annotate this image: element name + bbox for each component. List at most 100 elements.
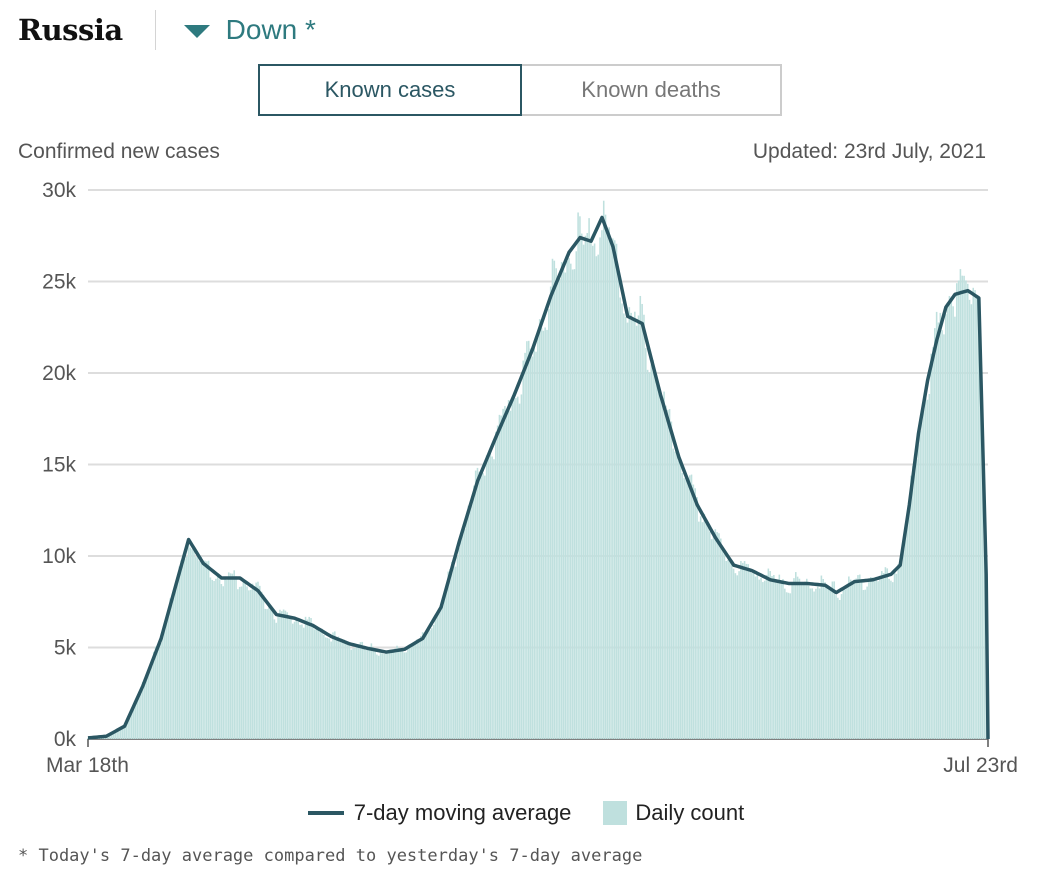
daily-bar bbox=[332, 632, 334, 739]
tab-known-cases[interactable]: Known cases bbox=[258, 64, 522, 116]
daily-bar bbox=[769, 571, 771, 739]
daily-bar bbox=[271, 608, 274, 739]
daily-bar bbox=[132, 707, 135, 739]
daily-bar bbox=[244, 582, 246, 739]
daily-bar bbox=[787, 592, 790, 739]
daily-bar bbox=[908, 499, 910, 739]
daily-bar bbox=[328, 638, 331, 739]
daily-bar bbox=[231, 573, 234, 739]
daily-bar bbox=[149, 667, 151, 739]
daily-bar bbox=[365, 649, 367, 739]
daily-bar bbox=[385, 652, 387, 739]
daily-bar bbox=[701, 522, 704, 739]
daily-bar bbox=[165, 620, 168, 739]
daily-bar bbox=[279, 609, 281, 739]
updated-date: Updated: 23rd July, 2021 bbox=[752, 140, 986, 163]
daily-bar bbox=[586, 233, 589, 739]
daily-bar bbox=[215, 578, 217, 739]
daily-bar bbox=[928, 393, 931, 739]
daily-bar bbox=[286, 612, 289, 739]
daily-bar bbox=[125, 721, 128, 739]
y-tick-label: 10k bbox=[42, 545, 76, 568]
daily-bar bbox=[718, 533, 720, 739]
daily-bar bbox=[919, 431, 921, 739]
daily-bar bbox=[822, 578, 825, 739]
daily-bar bbox=[588, 218, 590, 740]
daily-bar bbox=[319, 632, 321, 739]
daily-bar bbox=[862, 590, 865, 739]
y-tick-label: 15k bbox=[42, 454, 76, 477]
daily-bar bbox=[687, 477, 689, 739]
daily-bar bbox=[242, 582, 245, 739]
daily-bar bbox=[87, 737, 89, 739]
daily-bar bbox=[846, 585, 848, 739]
daily-bar bbox=[138, 695, 140, 739]
daily-bar bbox=[330, 641, 332, 739]
daily-bar bbox=[617, 275, 620, 739]
daily-bar bbox=[518, 403, 521, 739]
daily-bar bbox=[791, 584, 793, 739]
daily-bar bbox=[670, 421, 673, 739]
daily-bar bbox=[377, 655, 380, 739]
daily-bar bbox=[158, 645, 160, 739]
daily-bar bbox=[401, 651, 404, 739]
tab-known-deaths[interactable]: Known deaths bbox=[522, 64, 782, 116]
daily-bar bbox=[778, 574, 781, 739]
daily-bar bbox=[798, 578, 801, 739]
daily-bar bbox=[407, 648, 409, 739]
daily-bar bbox=[454, 566, 457, 739]
daily-bar bbox=[449, 568, 451, 739]
daily-bar bbox=[513, 396, 515, 739]
daily-bar bbox=[676, 454, 678, 739]
daily-bar bbox=[350, 649, 353, 739]
daily-bar bbox=[893, 571, 896, 739]
daily-bar bbox=[871, 577, 874, 739]
daily-bar bbox=[763, 580, 766, 739]
daily-bar bbox=[815, 588, 817, 739]
daily-bar bbox=[443, 592, 446, 739]
daily-bar bbox=[409, 648, 411, 739]
axis-labels: 0k 5k 10k 15k 20k 25k 30k Mar 18th Jul 23rd bbox=[42, 179, 1018, 777]
daily-bar bbox=[712, 535, 715, 739]
daily-bar bbox=[200, 556, 203, 739]
daily-bar bbox=[901, 555, 903, 739]
daily-bar bbox=[612, 238, 614, 740]
daily-bar bbox=[619, 297, 621, 739]
daily-bar bbox=[388, 650, 391, 739]
metric-tabs: Known cases Known deaths bbox=[258, 64, 782, 116]
daily-bar bbox=[120, 727, 122, 739]
daily-bar bbox=[416, 639, 418, 739]
trend-dropdown[interactable]: Down * bbox=[183, 14, 316, 46]
legend-line-swatch bbox=[307, 811, 344, 815]
daily-bar bbox=[339, 638, 342, 739]
daily-bar bbox=[630, 312, 632, 739]
daily-bar bbox=[529, 348, 532, 739]
daily-bar bbox=[352, 648, 354, 739]
daily-bar bbox=[650, 364, 653, 739]
daily-bar bbox=[112, 732, 115, 739]
daily-bar bbox=[959, 269, 962, 739]
daily-bar bbox=[359, 642, 362, 739]
daily-bar bbox=[610, 238, 612, 739]
daily-bar bbox=[493, 459, 495, 739]
daily-bar bbox=[480, 475, 482, 739]
daily-bar bbox=[485, 455, 488, 739]
daily-bar bbox=[833, 581, 835, 739]
daily-bar bbox=[456, 556, 459, 739]
daily-bar bbox=[222, 586, 225, 739]
daily-bar bbox=[399, 650, 402, 739]
daily-bar bbox=[844, 589, 846, 739]
daily-bar bbox=[152, 651, 155, 739]
daily-bar bbox=[469, 504, 471, 739]
daily-bar bbox=[533, 344, 535, 739]
daily-bar bbox=[308, 616, 310, 739]
daily-bar bbox=[484, 475, 486, 739]
daily-bar bbox=[515, 398, 517, 739]
legend-bar-label: Daily count bbox=[635, 800, 745, 825]
daily-bar bbox=[926, 399, 929, 739]
daily-bar bbox=[602, 200, 605, 740]
daily-bar bbox=[524, 352, 526, 739]
daily-bar bbox=[376, 654, 378, 739]
daily-bar bbox=[209, 577, 212, 739]
daily-bar bbox=[773, 574, 775, 739]
